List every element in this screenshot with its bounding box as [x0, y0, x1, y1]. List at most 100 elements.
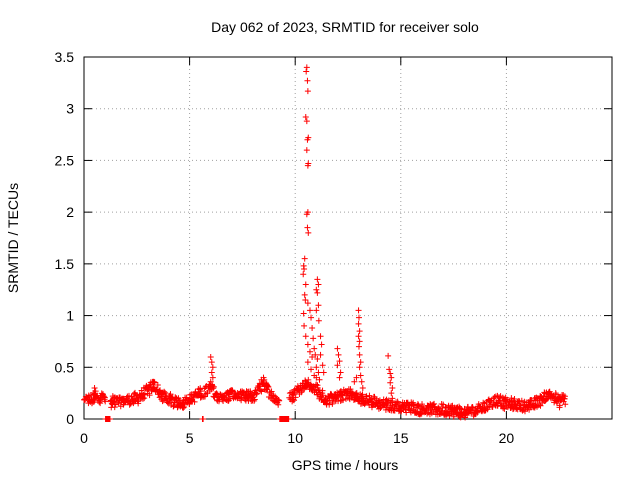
- data-point: [355, 307, 362, 314]
- data-point: [140, 391, 147, 398]
- data-point: [257, 387, 264, 394]
- y-tick-label: 0.5: [55, 359, 75, 375]
- data-point: [306, 307, 313, 314]
- data-point: [253, 390, 260, 397]
- data-point: [316, 376, 323, 383]
- data-point: [337, 369, 344, 376]
- x-tick-label: 10: [287, 430, 303, 446]
- data-point: [389, 395, 396, 402]
- data-point: [388, 390, 395, 397]
- data-point: [315, 281, 322, 288]
- data-point: [487, 398, 494, 405]
- data-point: [96, 399, 103, 406]
- data-point: [355, 343, 362, 350]
- x-tick-label: 5: [186, 430, 194, 446]
- data-point: [359, 384, 366, 391]
- data-point: [319, 392, 326, 399]
- data-point: [301, 266, 308, 273]
- data-point: [356, 364, 363, 371]
- data-point: [260, 374, 267, 381]
- data-point: [356, 328, 363, 335]
- data-point: [141, 391, 148, 398]
- data-point: [356, 351, 363, 358]
- data-point: [314, 356, 321, 363]
- data-point: [209, 364, 216, 371]
- data-point: [302, 378, 309, 385]
- data-point: [302, 297, 309, 304]
- x-tick-label: 15: [393, 430, 409, 446]
- data-point: [418, 410, 425, 417]
- grid-lines: [84, 57, 612, 419]
- data-point: [162, 389, 169, 396]
- data-point: [313, 286, 320, 293]
- data-point: [309, 353, 316, 360]
- data-point: [141, 395, 148, 402]
- data-point: [312, 351, 319, 358]
- data-point: [304, 300, 311, 307]
- data-point: [304, 341, 311, 348]
- data-point: [146, 392, 153, 399]
- data-point: [462, 414, 469, 421]
- data-point: [353, 374, 360, 381]
- data-point: [386, 366, 393, 373]
- data-point: [151, 379, 158, 386]
- x-tick-label: 20: [499, 430, 515, 446]
- data-point: [504, 404, 511, 411]
- data-point: [497, 399, 504, 406]
- data-point: [303, 147, 310, 154]
- data-point: [457, 404, 464, 411]
- data-point: [303, 211, 310, 218]
- data-point: [298, 389, 305, 396]
- data-point: [200, 416, 207, 422]
- data-point: [358, 378, 365, 385]
- y-tick-label: 3: [66, 101, 74, 117]
- data-point: [304, 224, 311, 231]
- axis-ticks: 0 0.5 1 1.5 2 2.5 3 3.5 0 5 10 15 20: [55, 49, 612, 446]
- data-point: [102, 398, 109, 405]
- data-point: [139, 395, 146, 402]
- data-point: [313, 307, 320, 314]
- data-point: [501, 405, 508, 412]
- data-point: [417, 411, 424, 418]
- data-point: [304, 359, 311, 366]
- data-point: [120, 395, 127, 402]
- data-point: [300, 310, 307, 317]
- data-point: [518, 397, 525, 404]
- plot-frame: [83, 56, 613, 420]
- data-point: [301, 322, 308, 329]
- data-point: [92, 388, 99, 395]
- data-point: [335, 351, 342, 358]
- data-point: [301, 255, 308, 262]
- data-point: [355, 320, 362, 327]
- y-axis-label: SRMTID / TECUs: [5, 183, 21, 293]
- data-point: [311, 345, 318, 352]
- data-point: [355, 314, 362, 321]
- y-tick-label: 2.5: [55, 152, 75, 168]
- data-point: [521, 408, 528, 415]
- data-point: [135, 397, 142, 404]
- data-point: [317, 333, 324, 340]
- data-point: [355, 333, 362, 340]
- data-point: [519, 407, 526, 414]
- data-point: [385, 352, 392, 359]
- data-point: [300, 271, 307, 278]
- data-point: [265, 384, 272, 391]
- chart-title: Day 062 of 2023, SRMTID for receiver sol…: [211, 19, 479, 35]
- data-point: [480, 399, 487, 406]
- data-point: [302, 281, 309, 288]
- data-point: [303, 68, 310, 75]
- y-tick-label: 3.5: [55, 49, 75, 65]
- data-point: [91, 384, 98, 391]
- data-point: [315, 369, 322, 376]
- data-point: [125, 392, 132, 399]
- data-point: [251, 397, 258, 404]
- data-point: [476, 403, 483, 410]
- data-point: [340, 396, 347, 403]
- data-point: [314, 276, 321, 283]
- data-point: [313, 364, 320, 371]
- data-point: [309, 324, 316, 331]
- data-point: [106, 416, 113, 422]
- data-point: [304, 77, 311, 84]
- data-point: [363, 393, 370, 400]
- data-point: [295, 386, 302, 393]
